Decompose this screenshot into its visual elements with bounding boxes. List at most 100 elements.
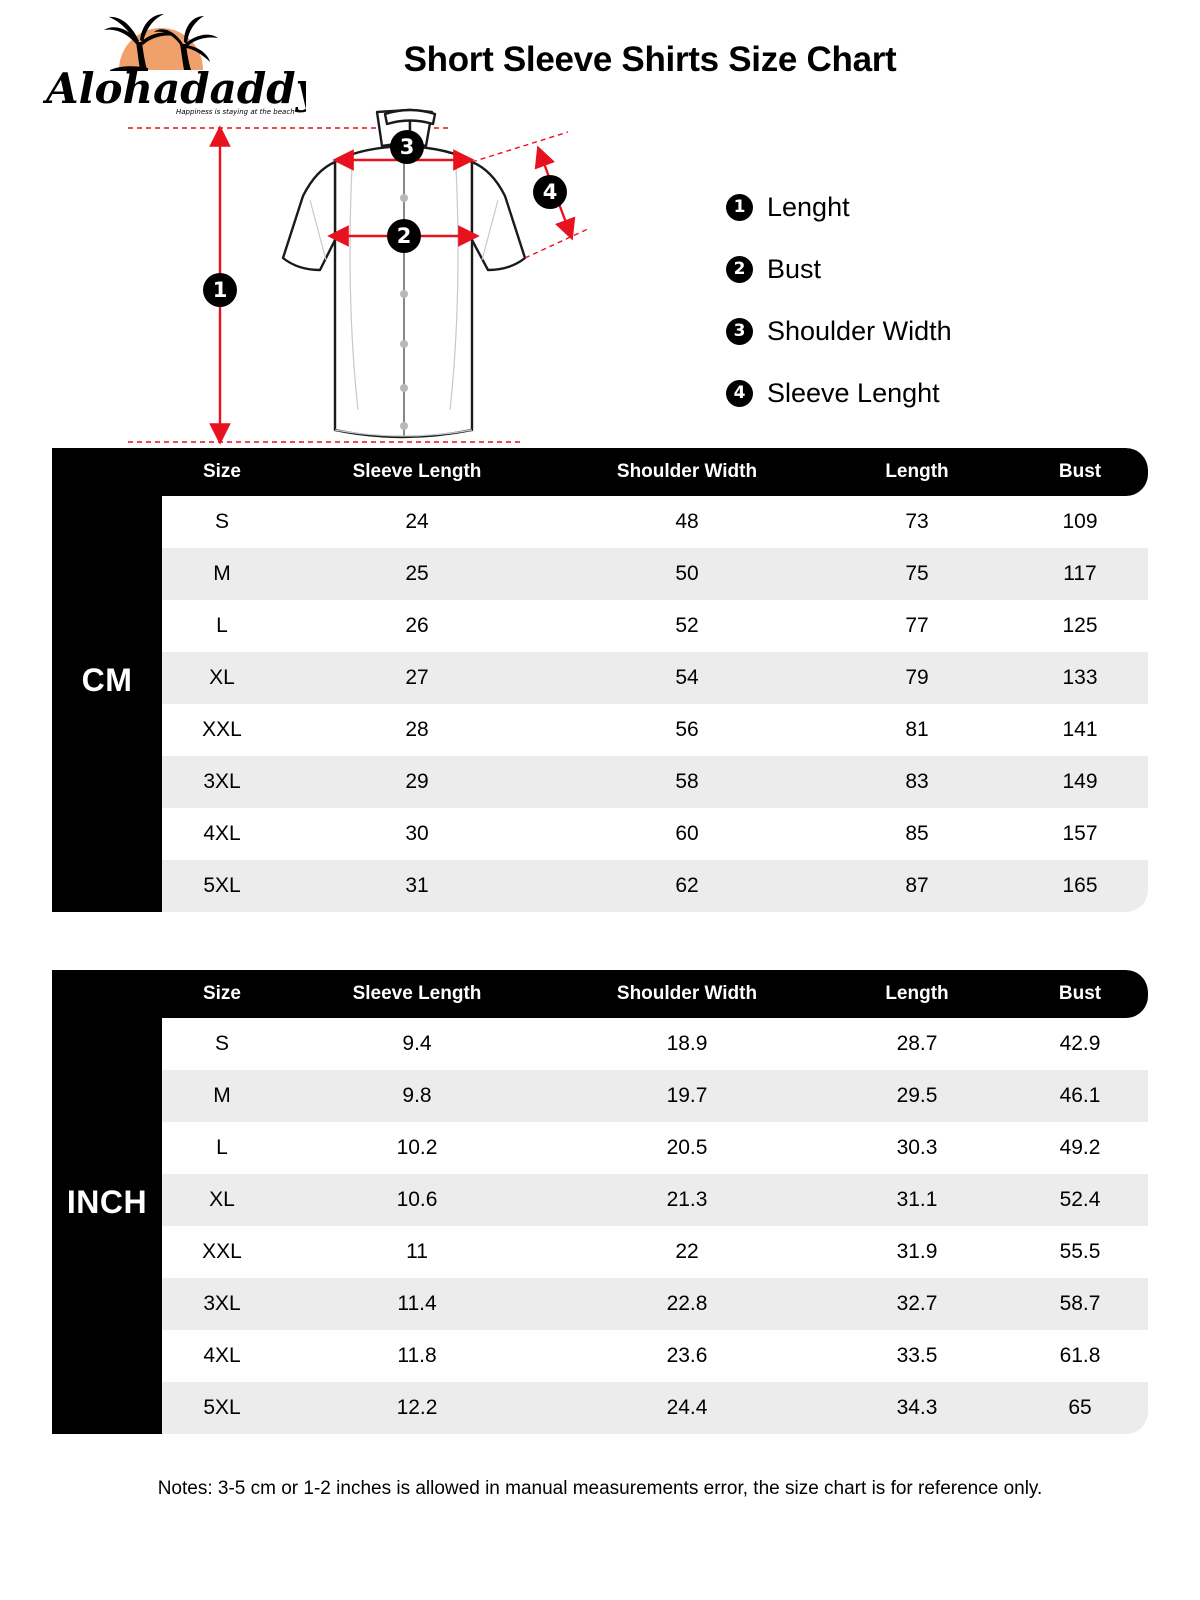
- cell-bust: 157: [1062, 822, 1098, 845]
- legend-label-3: Shoulder Width: [767, 315, 952, 346]
- cell-shoulder: 18.9: [666, 1032, 708, 1055]
- diagram-marker-2: 2: [387, 219, 421, 253]
- col-header-bust: Bust: [1058, 461, 1102, 482]
- cell-bust: 109: [1062, 510, 1098, 533]
- inch-grid: Size Sleeve Length Shoulder Width Length…: [162, 970, 1148, 1434]
- legend-label-1: Lenght: [767, 191, 850, 222]
- cell-shoulder: 22.8: [666, 1292, 708, 1315]
- cell-shoulder: 50: [675, 562, 699, 585]
- cell-sleeve: 11.4: [397, 1292, 437, 1315]
- cm-header-row: Size Sleeve Length Shoulder Width Length…: [162, 448, 1148, 496]
- page-title: Short Sleeve Shirts Size Chart: [403, 40, 897, 79]
- brand-name-text: Alohadaddy: [42, 64, 306, 113]
- cell-size: XXL: [202, 718, 242, 741]
- page-header: Alohadaddy Happiness is staying at the b…: [0, 0, 1200, 118]
- col-header-size: Size: [202, 983, 242, 1004]
- table-row: XXL 11 22 31.9 55.5: [162, 1226, 1148, 1278]
- unit-label-inch: INCH: [52, 970, 162, 1434]
- svg-text:2: 2: [397, 224, 412, 248]
- cell-length: 31.1: [896, 1188, 938, 1211]
- table-row: M 25 50 75 117: [162, 548, 1148, 600]
- cell-sleeve: 25: [405, 562, 429, 585]
- cell-length: 75: [905, 562, 929, 585]
- col-header-sleeve: Sleeve Length: [352, 461, 482, 482]
- col-header-shoulder: Shoulder Width: [616, 461, 758, 482]
- legend-item-shoulder-width: 3 Shoulder Width: [726, 300, 1066, 362]
- table-row: XXL 28 56 81 141: [162, 704, 1148, 756]
- table-row: XL 27 54 79 133: [162, 652, 1148, 704]
- table-row: 3XL 11.4 22.8 32.7 58.7: [162, 1278, 1148, 1330]
- diagram-marker-3: 3: [390, 130, 424, 164]
- table-row: XL 10.6 21.3 31.1 52.4: [162, 1174, 1148, 1226]
- cell-shoulder: 23.6: [666, 1344, 708, 1367]
- cell-size: L: [216, 1136, 228, 1159]
- cell-length: 81: [905, 718, 929, 741]
- cell-sleeve: 10.6: [396, 1188, 438, 1211]
- cell-sleeve: 27: [405, 666, 429, 689]
- table-row: 5XL 31 62 87 165: [162, 860, 1148, 912]
- table-row: L 26 52 77 125: [162, 600, 1148, 652]
- cell-bust: 49.2: [1059, 1136, 1101, 1159]
- cell-bust: 125: [1062, 614, 1098, 637]
- cell-length: 87: [905, 874, 929, 897]
- cell-shoulder: 24.4: [666, 1396, 708, 1419]
- svg-text:4: 4: [543, 180, 558, 204]
- svg-text:3: 3: [400, 135, 415, 159]
- cell-sleeve: 11.8: [397, 1344, 437, 1367]
- unit-label-cm: CM: [52, 448, 162, 912]
- shirt-diagram: 1 2 3 4: [128, 108, 591, 445]
- cell-shoulder: 52: [675, 614, 699, 637]
- cell-shoulder: 60: [675, 822, 699, 845]
- size-table-cm: CM Size Sleeve Length Shoulder Width Len…: [52, 448, 1148, 912]
- col-header-bust: Bust: [1058, 983, 1102, 1004]
- cell-sleeve: 9.4: [402, 1032, 432, 1055]
- cell-length: 77: [905, 614, 929, 637]
- table-row: S 9.4 18.9 28.7 42.9: [162, 1018, 1148, 1070]
- cell-size: S: [214, 510, 229, 533]
- cell-sleeve: 30: [405, 822, 429, 845]
- diagram-marker-1: 1: [203, 273, 237, 307]
- cell-bust: 117: [1063, 562, 1097, 585]
- cell-sleeve: 12.2: [396, 1396, 438, 1419]
- cell-sleeve: 10.2: [396, 1136, 438, 1159]
- cell-size: 5XL: [203, 874, 241, 897]
- col-header-shoulder: Shoulder Width: [616, 983, 758, 1004]
- cell-bust: 55.5: [1059, 1240, 1101, 1263]
- cell-length: 32.7: [896, 1292, 938, 1315]
- cell-length: 73: [905, 510, 929, 533]
- cell-length: 30.3: [896, 1136, 938, 1159]
- cell-shoulder: 22: [675, 1240, 699, 1263]
- legend-item-sleeve-length: 4 Sleeve Lenght: [726, 362, 1066, 424]
- col-header-length: Length: [885, 461, 949, 482]
- cm-table-wrap: CM Size Sleeve Length Shoulder Width Len…: [52, 448, 1148, 912]
- legend-badge-2: 2: [726, 255, 753, 283]
- cell-bust: 149: [1062, 770, 1098, 793]
- cell-shoulder: 20.5: [666, 1136, 708, 1159]
- table-row: S 24 48 73 109: [162, 496, 1148, 548]
- cell-length: 85: [905, 822, 929, 845]
- inch-table-wrap: INCH Size Sleeve Length Shoulder Width L…: [52, 970, 1148, 1434]
- cell-size: S: [214, 1032, 229, 1055]
- cell-bust: 165: [1062, 874, 1098, 897]
- cell-length: 79: [905, 666, 929, 689]
- cell-size: M: [213, 562, 231, 585]
- cell-size: 3XL: [203, 770, 241, 793]
- cell-sleeve: 26: [405, 614, 429, 637]
- logo-artwork: Alohadaddy Happiness is staying at the b…: [42, 14, 306, 116]
- cell-bust: 46.1: [1059, 1084, 1101, 1107]
- cell-bust: 58.7: [1059, 1292, 1101, 1315]
- shirt-fold-lines: [309, 165, 499, 437]
- svg-text:1: 1: [213, 278, 228, 302]
- cell-shoulder: 21.3: [666, 1188, 708, 1211]
- cell-size: L: [216, 614, 228, 637]
- cell-length: 31.9: [896, 1240, 938, 1263]
- cell-sleeve: 11: [406, 1240, 428, 1263]
- cell-sleeve: 28: [405, 718, 429, 741]
- cell-sleeve: 24: [405, 510, 429, 533]
- col-header-sleeve: Sleeve Length: [352, 983, 482, 1004]
- table-row: M 9.8 19.7 29.5 46.1: [162, 1070, 1148, 1122]
- cell-sleeve: 9.8: [402, 1084, 432, 1107]
- table-row: 4XL 11.8 23.6 33.5 61.8: [162, 1330, 1148, 1382]
- cell-bust: 52.4: [1059, 1188, 1101, 1211]
- footer-notes: Notes: 3-5 cm or 1-2 inches is allowed i…: [157, 1478, 1043, 1499]
